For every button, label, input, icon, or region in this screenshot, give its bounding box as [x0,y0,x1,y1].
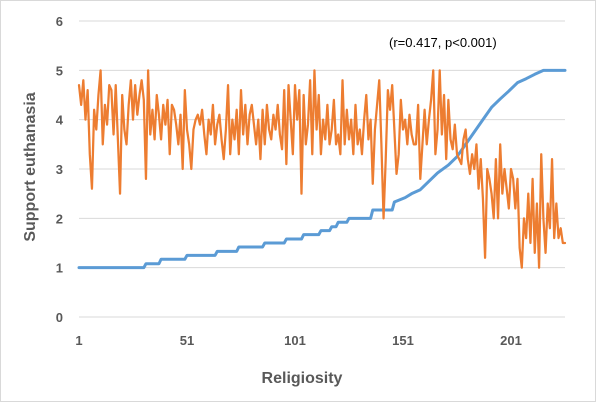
y-tick-label: 5 [56,63,63,78]
y-axis-ticks: 0 1 2 3 4 5 6 [56,14,64,325]
correlation-annotation: (r=0.417, p<0.001) [389,35,497,50]
x-tick-label: 1 [75,333,82,348]
series-lines [77,68,567,270]
x-tick-label: 201 [500,333,522,348]
x-axis-title: Religiosity [262,370,343,387]
x-tick-label: 151 [392,333,414,348]
y-tick-label: 4 [56,113,64,128]
x-axis-ticks: 1 51 101 151 201 [75,333,521,348]
y-tick-label: 2 [56,211,63,226]
gridlines [79,20,565,318]
y-axis-title: Support euthanasia [22,92,39,241]
y-tick-label: 0 [56,310,63,325]
x-tick-label: 101 [284,333,306,348]
y-tick-label: 6 [56,14,63,29]
series-line-orange [77,69,567,269]
x-tick-label: 51 [180,333,194,348]
series-line-blue [77,68,567,270]
y-tick-label: 3 [56,162,63,177]
y-tick-label: 1 [56,261,63,276]
